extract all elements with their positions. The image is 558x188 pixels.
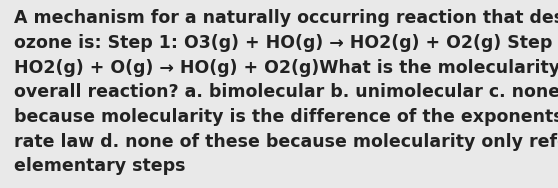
Text: rate law d. none of these because molecularity only refers to: rate law d. none of these because molecu… bbox=[14, 133, 558, 151]
Text: ozone is: Step 1: O3(g) + HO(g) → HO2(g) + O2(g) Step 2:: ozone is: Step 1: O3(g) + HO(g) → HO2(g)… bbox=[14, 34, 558, 52]
Text: HO2(g) + O(g) → HO(g) + O2(g)What is the molecularity of the: HO2(g) + O(g) → HO(g) + O2(g)What is the… bbox=[14, 59, 558, 77]
Text: because molecularity is the difference of the exponents in the: because molecularity is the difference o… bbox=[14, 108, 558, 126]
Text: elementary steps: elementary steps bbox=[14, 157, 185, 175]
Text: A mechanism for a naturally occurring reaction that destroys: A mechanism for a naturally occurring re… bbox=[14, 9, 558, 27]
Text: overall reaction? a. bimolecular b. unimolecular c. none of these: overall reaction? a. bimolecular b. unim… bbox=[14, 83, 558, 101]
